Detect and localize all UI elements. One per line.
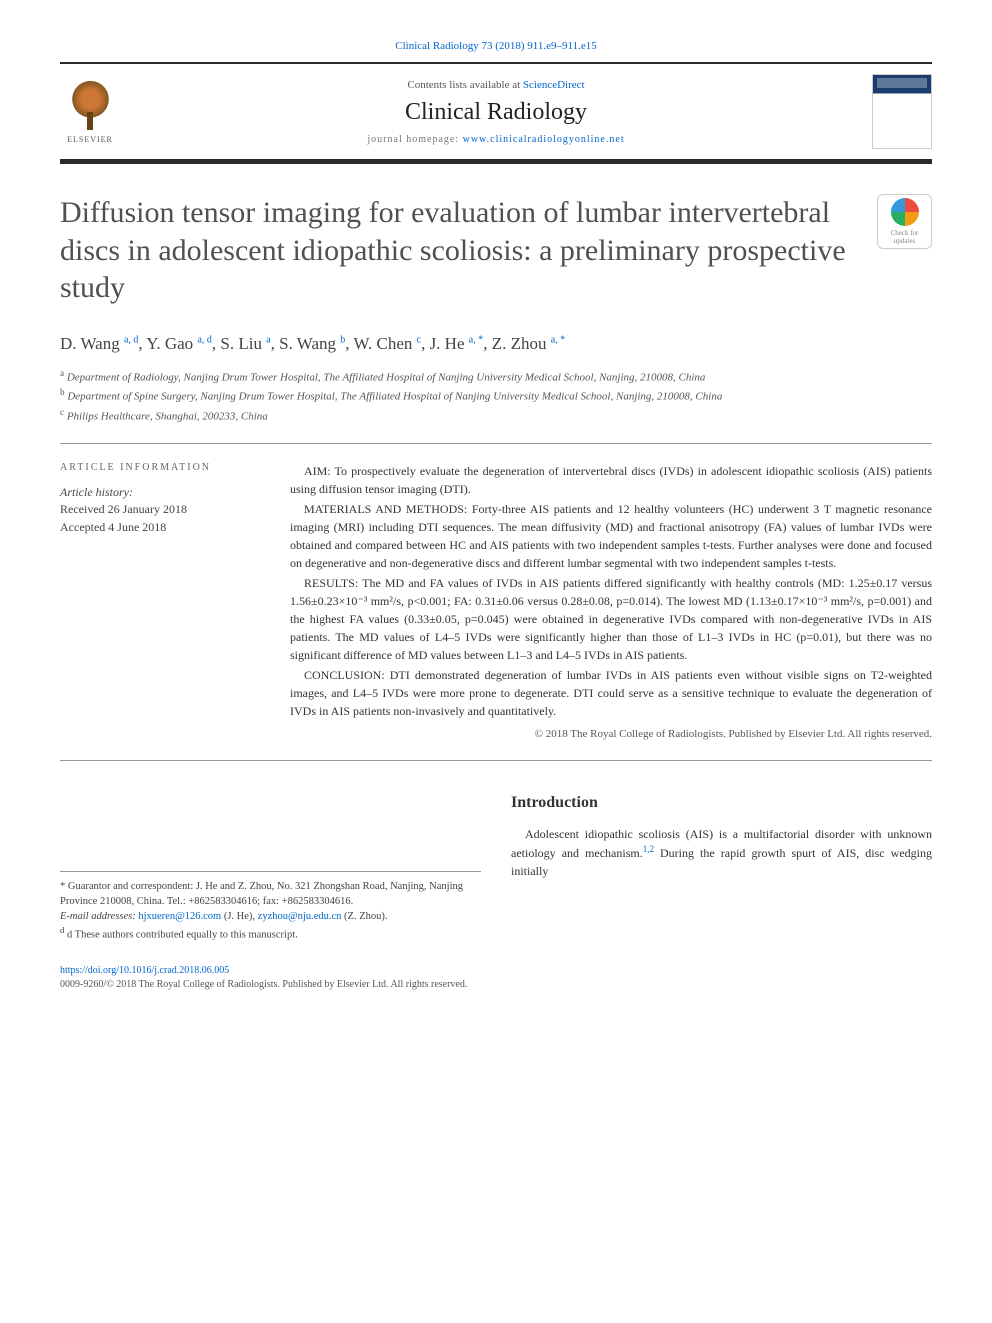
abstract-aim: AIM: To prospectively evaluate the degen… (290, 462, 932, 498)
abstract-copyright: © 2018 The Royal College of Radiologists… (290, 726, 932, 743)
crossmark-icon (891, 198, 919, 226)
crossmark-text-1: Check for (891, 229, 919, 237)
right-column: Introduction Adolescent idiopathic scoli… (511, 791, 932, 943)
article-title: Diffusion tensor imaging for evaluation … (60, 194, 877, 307)
equal-contribution-footnote: d d These authors contributed equally to… (60, 924, 481, 943)
elsevier-text: ELSEVIER (67, 135, 113, 144)
email-link-1[interactable]: hjxueren@126.com (138, 911, 221, 922)
affiliation-a: a Department of Radiology, Nanjing Drum … (60, 367, 932, 386)
email-who-2: (Z. Zhou). (341, 911, 387, 922)
equal-text: d These authors contributed equally to t… (67, 930, 298, 941)
doi-link[interactable]: https://doi.org/10.1016/j.crad.2018.06.0… (60, 965, 229, 976)
email-who-1: (J. He), (221, 911, 257, 922)
footnotes: * Guarantor and correspondent: J. He and… (60, 871, 481, 943)
crossmark-text-2: updates (894, 237, 915, 245)
homepage-link[interactable]: www.clinicalradiologyonline.net (463, 134, 625, 145)
affiliation-b: b Department of Spine Surgery, Nanjing D… (60, 386, 932, 405)
email-label: E-mail addresses: (60, 911, 138, 922)
page-footer: https://doi.org/10.1016/j.crad.2018.06.0… (60, 964, 932, 992)
authors-line: D. Wang a, d, Y. Gao a, d, S. Liu a, S. … (60, 332, 932, 356)
abstract-results: RESULTS: The MD and FA values of IVDs in… (290, 574, 932, 664)
article-citation: Clinical Radiology 73 (2018) 911.e9–911.… (60, 40, 932, 52)
abstract: AIM: To prospectively evaluate the degen… (290, 462, 932, 743)
elsevier-tree-icon (63, 80, 118, 135)
affiliation-c: c Philips Healthcare, Shanghai, 200233, … (60, 406, 932, 425)
journal-header: ELSEVIER Contents lists available at Sci… (60, 62, 932, 164)
title-section: Diffusion tensor imaging for evaluation … (60, 194, 932, 307)
divider-top (60, 443, 932, 444)
affiliation-c-text: Philips Healthcare, Shanghai, 200233, Ch… (67, 410, 268, 422)
affiliation-b-text: Department of Spine Surgery, Nanjing Dru… (67, 391, 722, 403)
divider-bottom (60, 760, 932, 761)
received-date: Received 26 January 2018 (60, 500, 260, 518)
crossmark-badge[interactable]: Check for updates (877, 194, 932, 249)
homepage-label: journal homepage: (367, 134, 462, 145)
email-link-2[interactable]: zyzhou@nju.edu.cn (258, 911, 342, 922)
abstract-conclusion: CONCLUSION: DTI demonstrated degeneratio… (290, 666, 932, 720)
sciencedirect-link[interactable]: ScienceDirect (523, 79, 585, 91)
issn-copyright: 0009-9260/© 2018 The Royal College of Ra… (60, 979, 467, 990)
info-abstract-row: ARTICLE INFORMATION Article history: Rec… (60, 462, 932, 743)
elsevier-logo[interactable]: ELSEVIER (60, 77, 120, 147)
email-footnote: E-mail addresses: hjxueren@126.com (J. H… (60, 910, 481, 925)
accepted-date: Accepted 4 June 2018 (60, 518, 260, 536)
article-info-heading: ARTICLE INFORMATION (60, 462, 260, 473)
contents-available: Contents lists available at ScienceDirec… (120, 79, 872, 91)
journal-name: Clinical Radiology (120, 99, 872, 126)
introduction-text: Adolescent idiopathic scoliosis (AIS) is… (511, 825, 932, 880)
correspondent-footnote: * Guarantor and correspondent: J. He and… (60, 880, 481, 909)
contents-prefix: Contents lists available at (407, 79, 522, 91)
journal-cover-thumbnail[interactable] (872, 74, 932, 149)
two-column-section: * Guarantor and correspondent: J. He and… (60, 791, 932, 943)
abstract-methods: MATERIALS AND METHODS: Forty-three AIS p… (290, 500, 932, 572)
left-column: * Guarantor and correspondent: J. He and… (60, 791, 481, 943)
introduction-heading: Introduction (511, 791, 932, 815)
history-label: Article history: (60, 485, 260, 500)
header-center: Contents lists available at ScienceDirec… (120, 79, 872, 145)
affiliation-a-text: Department of Radiology, Nanjing Drum To… (67, 372, 706, 384)
affiliations: a Department of Radiology, Nanjing Drum … (60, 367, 932, 424)
journal-homepage: journal homepage: www.clinicalradiologyo… (120, 134, 872, 145)
article-info: ARTICLE INFORMATION Article history: Rec… (60, 462, 260, 743)
